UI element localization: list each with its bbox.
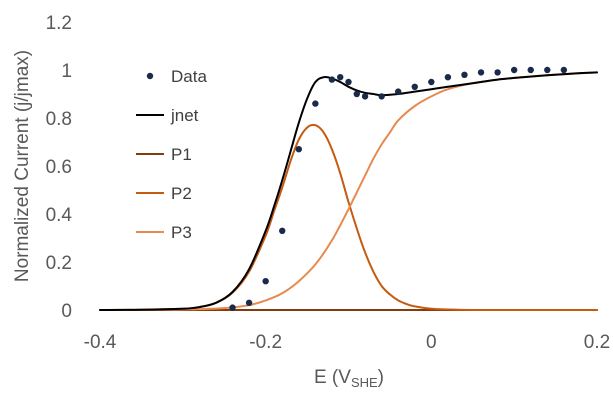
data-point	[262, 278, 269, 285]
y-tick-label: 0.2	[46, 253, 72, 274]
legend: Data jnet P1 P2 P3	[136, 67, 207, 242]
x-tick-label: 0	[426, 332, 437, 353]
data-point	[527, 66, 534, 74]
data-point	[353, 90, 360, 98]
data-point	[312, 100, 319, 107]
legend-label-p1: P1	[171, 145, 192, 164]
data-point	[361, 93, 369, 100]
data-point	[494, 69, 501, 76]
data-point	[428, 78, 435, 86]
data-point	[444, 74, 452, 81]
x-axis-title-subscript: SHE	[351, 375, 378, 390]
data-point	[279, 227, 286, 234]
y-tick-label: 0.6	[46, 157, 72, 178]
series-line-jnet	[99, 71, 598, 311]
data-point	[328, 76, 336, 83]
legend-label-p2: P2	[171, 184, 192, 203]
legend-marker-data	[146, 72, 154, 80]
data-markers	[229, 66, 568, 311]
y-tick-label: 1	[61, 61, 72, 82]
data-point	[345, 78, 352, 86]
data-point	[510, 66, 518, 74]
data-point	[411, 83, 418, 91]
x-axis-title-close: )	[378, 367, 384, 388]
y-tick-label: 0.4	[46, 205, 73, 226]
data-point	[560, 66, 568, 74]
x-tick-labels: -0.4 -0.2 0 0.2	[84, 332, 611, 353]
data-point	[378, 93, 385, 100]
x-tick-label: -0.4	[84, 332, 117, 353]
x-tick-label: 0.2	[584, 332, 610, 353]
legend-label-p3: P3	[171, 223, 192, 242]
data-point	[477, 69, 485, 76]
x-tick-label: -0.2	[249, 332, 282, 353]
data-point	[337, 74, 344, 81]
y-tick-label: 0.8	[46, 109, 72, 130]
plot-area	[99, 71, 598, 312]
x-axis-title-main: E (V	[314, 367, 351, 388]
data-point	[544, 66, 551, 74]
y-tick-label: 1.2	[46, 13, 72, 34]
data-point	[395, 88, 402, 95]
legend-label-data: Data	[171, 67, 207, 86]
data-point	[245, 299, 253, 306]
y-tick-labels: 0 0.2 0.4 0.6 0.8 1 1.2	[46, 13, 73, 322]
y-tick-label: 0	[61, 301, 72, 322]
data-point	[229, 304, 236, 311]
data-point	[461, 71, 468, 79]
x-axis-title: E (VSHE)	[314, 367, 384, 390]
data-point	[295, 146, 302, 153]
y-axis-title: Normalized Current (j/jmax)	[12, 50, 33, 282]
legend-label-jnet: jnet	[170, 106, 199, 125]
